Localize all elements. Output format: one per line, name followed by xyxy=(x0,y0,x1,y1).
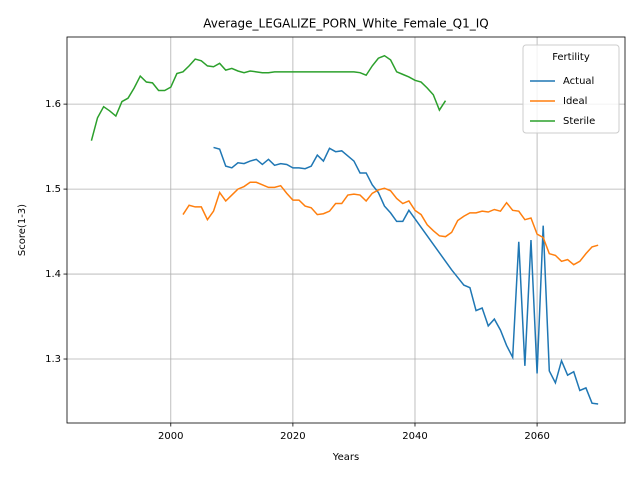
x-tick-label: 2040 xyxy=(402,431,427,442)
x-tick-label: 2020 xyxy=(280,431,305,442)
legend-label: Sterile xyxy=(563,116,595,127)
y-axis-label: Score(1-3) xyxy=(17,204,28,256)
legend-box xyxy=(522,44,620,134)
line-series xyxy=(182,181,599,266)
line-series xyxy=(213,146,599,405)
legend-title: Fertility xyxy=(552,52,590,63)
legend: Fertility Actual Ideal Sterile xyxy=(522,44,620,134)
legend-label: Ideal xyxy=(563,96,587,107)
legend-label: Actual xyxy=(563,76,594,87)
line-series xyxy=(90,54,447,141)
chart-title: Average_LEGALIZE_PORN_White_Female_Q1_IQ xyxy=(203,17,488,31)
y-tick-label: 1.5 xyxy=(45,184,61,195)
x-tick-label: 2000 xyxy=(158,431,183,442)
x-tick-label: 2060 xyxy=(524,431,549,442)
y-tick-label: 1.4 xyxy=(45,269,61,280)
y-tick-label: 1.6 xyxy=(45,99,61,110)
x-axis-label: Years xyxy=(332,452,359,463)
plot-frame xyxy=(66,36,626,424)
y-tick-label: 1.3 xyxy=(45,354,61,365)
